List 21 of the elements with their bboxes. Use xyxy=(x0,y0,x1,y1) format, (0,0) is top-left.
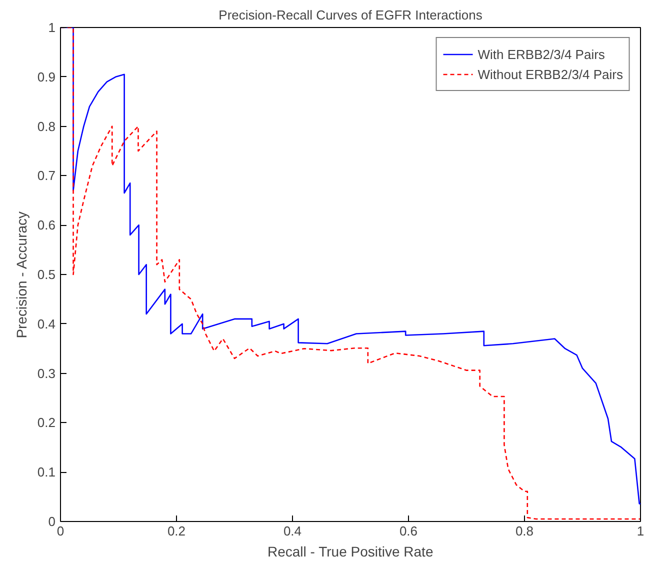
y-tick-label: 1 xyxy=(48,20,56,35)
x-tick-label: 0.4 xyxy=(283,524,302,538)
y-tick-label: 0 xyxy=(48,514,56,529)
x-tick-label: 1 xyxy=(636,524,644,538)
y-tick-label: 0.1 xyxy=(37,464,56,480)
x-axis-title: Recall - True Positive Rate xyxy=(268,544,434,560)
y-axis-title: Precision - Accuracy xyxy=(13,211,30,338)
x-tick-label: 0.6 xyxy=(399,524,418,538)
y-tick-label: 0.8 xyxy=(37,118,56,134)
y-tick-label: 0.2 xyxy=(37,415,56,430)
y-tick-label: 0.5 xyxy=(37,267,56,282)
x-tick-label: 0.2 xyxy=(167,524,186,538)
y-tick-label: 0.4 xyxy=(37,316,56,332)
y-tick-label: 0.6 xyxy=(37,218,56,233)
x-tick-label: 0.8 xyxy=(515,524,534,538)
legend-label: Without ERBB2/3/4 Pairs xyxy=(478,66,623,82)
y-tick-label: 0.3 xyxy=(37,366,56,381)
y-tick-label: 0.9 xyxy=(37,69,56,84)
chart-title: Precision-Recall Curves of EGFR Interactions xyxy=(218,8,483,22)
legend-label: With ERBB2/3/4 Pairs xyxy=(478,46,605,62)
y-tick-label: 0.7 xyxy=(37,168,56,184)
